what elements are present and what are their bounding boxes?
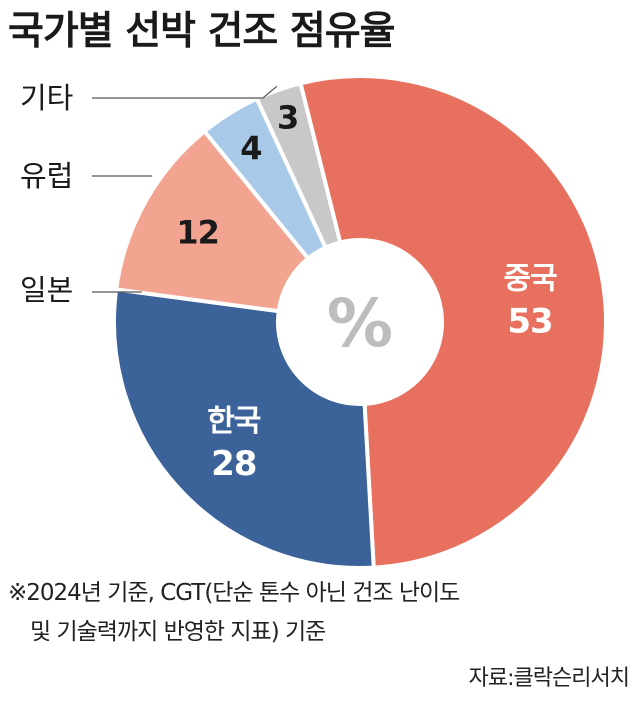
- leader-line-other: [92, 85, 278, 99]
- footnote: ※2024년 기준, CGT(단순 톤수 아닌 건조 난이도 및 기술력까지 반…: [8, 574, 460, 652]
- slice-label-other: 기타: [20, 81, 73, 115]
- donut-hole: [279, 241, 441, 403]
- slice-label-europe: 유럽: [20, 159, 73, 193]
- slice-label-japan: 일본: [20, 273, 73, 307]
- slice-other: [254, 80, 343, 251]
- slice-japan: [113, 128, 311, 314]
- slice-label-china: 중국: [503, 261, 557, 296]
- footnote-line-1: ※2024년 기준, CGT(단순 톤수 아닌 건조 난이도: [8, 580, 460, 606]
- slice-korea: [112, 287, 376, 570]
- slice-value-japan: 12: [176, 213, 219, 251]
- chart-title: 국가별 선박 건조 점유율: [8, 9, 396, 54]
- footnote-line-2: 및 기술력까지 반영한 지표) 기준: [30, 619, 326, 645]
- source-credit: 자료:클락슨리서치: [468, 666, 630, 691]
- slice-value-other: 3: [277, 98, 298, 136]
- slice-value-europe: 4: [240, 129, 261, 167]
- slice-china: [298, 74, 608, 570]
- slice-value-china: 53: [507, 301, 552, 341]
- slice-label-korea: 한국: [207, 404, 261, 439]
- center-unit-label: %: [327, 285, 393, 362]
- slice-value-korea: 28: [211, 444, 256, 484]
